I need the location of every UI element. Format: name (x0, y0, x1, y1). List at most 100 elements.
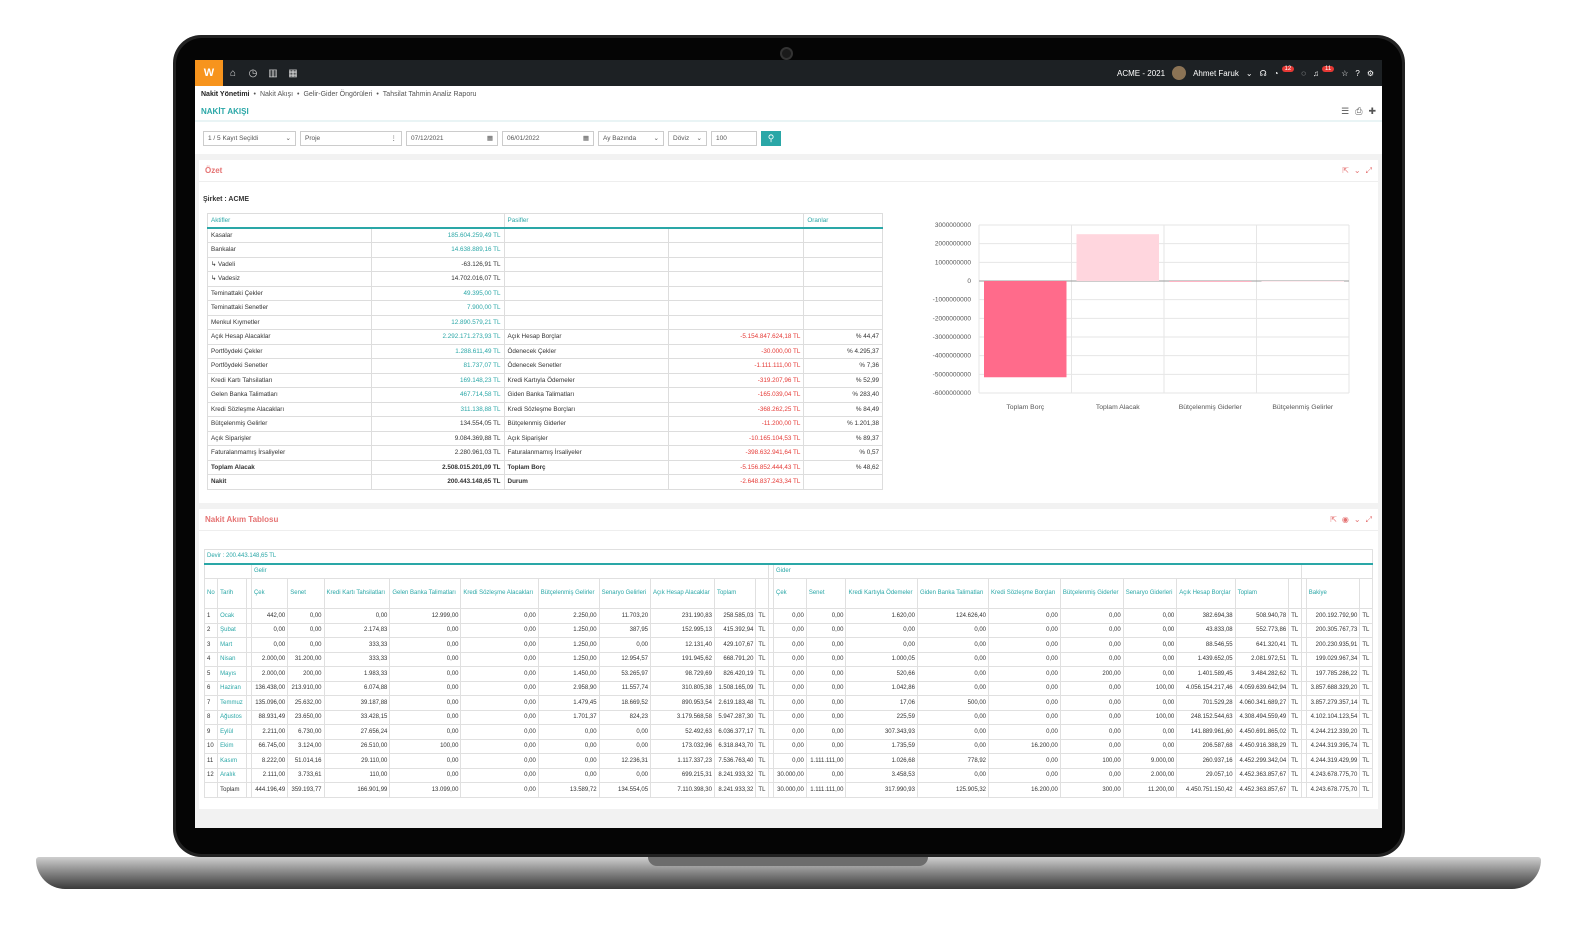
expand-icon[interactable]: ⤢ (1365, 165, 1372, 175)
row-month[interactable]: Mayıs (217, 666, 247, 682)
income-cell: 27.656,24 (323, 724, 391, 740)
list-icon[interactable]: ☰ (1341, 105, 1350, 116)
bell-icon[interactable]: ♫ (1312, 68, 1319, 78)
company-period[interactable]: ACME - 2021 (1117, 68, 1166, 78)
income-cell: 25.632,00 (287, 695, 325, 711)
col-spacer (1300, 578, 1307, 609)
income-cell: 1.479,45 (537, 695, 600, 711)
collapse-icon[interactable]: ⌄ (1353, 165, 1361, 175)
col-expense[interactable]: Çek (773, 578, 807, 609)
count-input[interactable]: 100 (711, 130, 757, 146)
calendar-icon[interactable]: ▦ (288, 67, 298, 79)
summary-cell: ↳ Vadeli (206, 256, 373, 272)
col-expense[interactable]: Senaryo Giderleri (1122, 578, 1178, 609)
income-cell: 0,00 (537, 738, 600, 754)
col-expense[interactable]: Toplam (1234, 578, 1290, 609)
print-icon[interactable]: ⎙ (1355, 105, 1363, 116)
row-month[interactable]: Haziran (217, 680, 247, 696)
income-cell: 0,00 (389, 767, 462, 783)
row-month[interactable]: Nisan (217, 651, 247, 667)
chart-icon[interactable]: ▥ (268, 67, 278, 79)
summary-cell: 2.280.961,03 TL (371, 445, 505, 461)
summary-cell: Açık Siparişler (503, 430, 669, 446)
expense-cell: 0,00 (1059, 767, 1124, 783)
col-income[interactable]: Kredi Kartı Tahsilatları (323, 578, 391, 609)
col-balance[interactable]: Bakiye (1305, 578, 1361, 609)
selection-dropdown[interactable]: 1 / 5 Kayıt Seçildi ⌄ (203, 130, 296, 146)
expand-icon[interactable]: ⤢ (1365, 514, 1372, 524)
date-from-input[interactable]: 07/12/2021 ▦ (406, 130, 498, 146)
star-icon[interactable]: ☆ (1341, 68, 1349, 78)
home-icon[interactable]: ⌂ (229, 67, 237, 79)
breadcrumb-item[interactable]: Nakit Akışı (259, 90, 294, 98)
project-input[interactable]: Proje ⋮ (300, 130, 402, 146)
col-expense[interactable]: Kredi Sözleşme Borçları (988, 578, 1061, 609)
col-no[interactable]: No (203, 578, 219, 609)
breadcrumb-item[interactable]: Gelir-Gider Öngörüleri (303, 90, 373, 98)
breadcrumb-item[interactable]: Nakit Yönetimi (201, 90, 250, 98)
app-logo[interactable]: W (195, 60, 223, 86)
unit-cell: TL (755, 738, 769, 754)
add-icon[interactable]: ✚ (1368, 105, 1376, 116)
period-select[interactable]: Ay Bazında ⌄ (598, 130, 664, 146)
breadcrumb-item[interactable]: Tahsilat Tahmin Analiz Raporu (382, 90, 477, 98)
user-name[interactable]: Ahmet Faruk (1193, 68, 1239, 78)
row-month[interactable]: Mart (217, 637, 247, 653)
cashflow-table: Devir : 200.443.148,65 TL Gelir Gider No T… (203, 549, 1374, 798)
avatar[interactable] (1172, 66, 1187, 80)
income-cell: 39.187,88 (323, 695, 391, 711)
chat-icon[interactable]: ◔ (1273, 68, 1279, 78)
message-icon[interactable]: ◌ (1301, 68, 1306, 78)
search-button[interactable]: ⚲ (761, 130, 781, 146)
row-month[interactable]: Şubat (217, 622, 247, 638)
box-icon[interactable]: ◷ (248, 67, 258, 79)
summary-cell: -368.262,25 TL (667, 401, 805, 417)
col-income[interactable]: Açık Hesap Alacaklar (650, 578, 715, 609)
col-expense[interactable]: Bütçelenmiş Giderler (1059, 578, 1124, 609)
chevron-down-icon[interactable]: ⌄ (1245, 68, 1253, 78)
col-expense[interactable]: Senet (805, 578, 847, 609)
income-cell: 359.193,77 (287, 782, 325, 798)
col-income[interactable]: Çek (250, 578, 289, 609)
expense-cell: 9.000,00 (1122, 753, 1178, 769)
collapse-icon[interactable]: ⌄ (1353, 514, 1361, 524)
col-date[interactable]: Tarih (217, 578, 247, 609)
gear-icon[interactable]: ⚙ (1366, 68, 1374, 78)
calendar-icon[interactable]: ▦ (486, 135, 493, 142)
col-expense[interactable]: Giden Banka Talimatları (916, 578, 990, 609)
row-month[interactable]: Eylül (217, 724, 247, 740)
y-tick-label: -4000000000 (933, 353, 972, 360)
row-month[interactable]: Aralık (217, 767, 247, 783)
col-income[interactable]: Gelen Banka Talimatları (389, 578, 462, 609)
eye-icon[interactable]: ◉ (1341, 514, 1349, 524)
col-income[interactable]: Senaryo Gelirleri (598, 578, 652, 609)
income-cell: 0,00 (460, 738, 539, 754)
col-income[interactable]: Kredi Sözleşme Alacakları (460, 578, 539, 609)
summary-cell: Portföydeki Senetler (206, 358, 373, 374)
col-income[interactable]: Toplam (713, 578, 757, 609)
row-month[interactable]: Ekim (217, 738, 247, 754)
col-expense[interactable]: Açık Hesap Borçlar (1176, 578, 1236, 609)
calendar-icon[interactable]: ▦ (582, 135, 589, 142)
summary-cell: -10.165.104,53 TL (667, 430, 805, 446)
help-icon[interactable]: ? (1355, 68, 1360, 78)
date-to-input[interactable]: 06/01/2022 ▦ (502, 130, 594, 146)
export-icon[interactable]: ⇱ (1342, 165, 1349, 175)
row-month[interactable]: Ocak (217, 608, 247, 624)
row-month[interactable]: Ağustos (217, 709, 247, 725)
col-expense[interactable]: Kredi Kartıyla Ödemeler (845, 578, 918, 609)
row-month[interactable]: Temmuz (217, 695, 247, 711)
col-income[interactable]: Senet (287, 578, 325, 609)
unit-cell: TL (1359, 709, 1373, 725)
currency-select[interactable]: Döviz ⌄ (668, 130, 707, 146)
expense-cell: 29.057,10 (1176, 767, 1236, 783)
income-cell: 415.392,94 (713, 622, 757, 638)
table-row: 11 Kasım 8.222,00 51.014,16 29.110,00 0,00 0,0… (203, 753, 1373, 769)
headset-icon[interactable]: ☊ (1259, 68, 1267, 78)
export-icon[interactable]: ⇱ (1330, 514, 1337, 524)
summary-cell: Nakit (206, 474, 373, 490)
col-income[interactable]: Bütçelenmiş Gelirler (537, 578, 600, 609)
expense-cell: 1.000,05 (845, 651, 918, 667)
row-month[interactable]: Kasım (217, 753, 247, 769)
more-icon[interactable]: ⋮ (390, 135, 398, 142)
